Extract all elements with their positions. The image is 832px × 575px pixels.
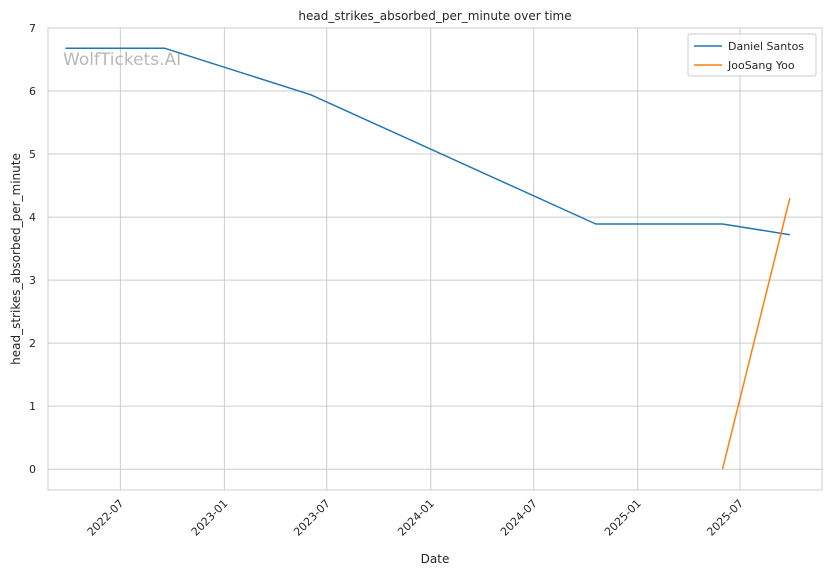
- y-tick-label: 1: [29, 400, 36, 413]
- y-tick-label: 0: [29, 463, 36, 476]
- legend: Daniel Santos JooSang Yoo: [687, 33, 817, 77]
- y-tick-labels: 0 1 2 3 4 5 6 7: [29, 22, 36, 476]
- y-tick-label: 6: [29, 85, 36, 98]
- watermark: WolfTickets.AI: [63, 50, 181, 70]
- series-line-joosang-yoo: [721, 198, 791, 470]
- y-tick-label: 2: [29, 337, 36, 350]
- y-tick-label: 7: [29, 22, 36, 35]
- y-tick-label: 5: [29, 148, 36, 161]
- y-tick-label: 3: [29, 274, 36, 287]
- series-lines: [65, 47, 791, 470]
- y-tick-label: 4: [29, 211, 36, 224]
- chart-title: head_strikes_absorbed_per_minute over ti…: [298, 9, 571, 23]
- legend-label: JooSang Yoo: [727, 59, 795, 72]
- y-axis-label: head_strikes_absorbed_per_minute: [9, 153, 23, 365]
- series-line-daniel-santos: [65, 47, 790, 236]
- legend-label: Daniel Santos: [728, 40, 804, 53]
- plot-frame: [47, 27, 823, 491]
- plot-area: [48, 28, 822, 490]
- x-axis-label: Date: [421, 552, 450, 566]
